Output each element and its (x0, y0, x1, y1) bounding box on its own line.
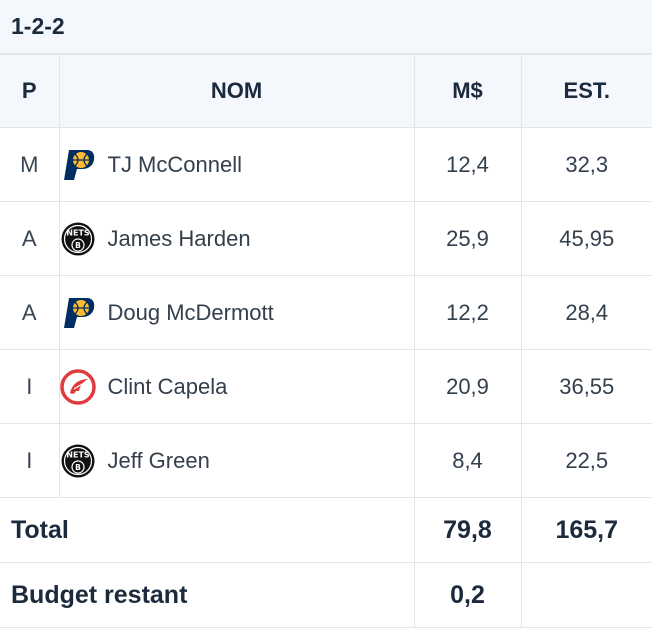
player-position: M (0, 127, 60, 202)
total-salary: 79,8 (413, 497, 522, 563)
player-name[interactable]: TJ McConnell (107, 151, 242, 177)
column-header-estimate[interactable]: EST. (520, 54, 652, 128)
player-position: A (0, 201, 60, 276)
player-name-cell[interactable]: Doug McDermott (58, 275, 415, 350)
nets-logo-icon (60, 221, 96, 257)
player-estimate: 28,4 (520, 275, 652, 350)
player-estimate: 36,55 (520, 349, 652, 424)
nets-logo-icon (60, 443, 96, 479)
total-estimate: 165,7 (520, 497, 652, 563)
player-name[interactable]: Doug McDermott (107, 299, 274, 325)
pacers-logo-icon (60, 147, 96, 183)
budget-row: Budget restant 0,2 (0, 562, 652, 628)
player-salary: 12,4 (413, 127, 522, 202)
budget-label: Budget restant (0, 562, 415, 628)
column-header-salary[interactable]: M$ (413, 54, 522, 128)
player-name-cell[interactable]: Clint Capela (58, 349, 415, 424)
column-header-pos[interactable]: P (0, 54, 60, 128)
budget-value: 0,2 (413, 562, 522, 628)
pacers-logo-icon (60, 295, 96, 331)
table-row[interactable]: I Clint Capela 20,9 36,55 (0, 349, 652, 424)
player-salary: 25,9 (413, 201, 522, 276)
player-name-cell[interactable]: James Harden (58, 201, 415, 276)
table-row[interactable]: A James Harden 25,9 45,95 (0, 201, 652, 276)
table-row[interactable]: A Doug McDermott 12,2 28,4 (0, 275, 652, 350)
player-estimate: 45,95 (520, 201, 652, 276)
table-row[interactable]: M TJ McConnell 12,4 32,3 (0, 127, 652, 202)
player-estimate: 32,3 (520, 127, 652, 202)
player-salary: 12,2 (413, 275, 522, 350)
player-estimate: 22,5 (520, 423, 652, 498)
totals-row: Total 79,8 165,7 (0, 497, 652, 563)
table-header-row: P NOM M$ EST. (0, 54, 652, 128)
player-name-cell[interactable]: TJ McConnell (58, 127, 415, 202)
lineup-table: P NOM M$ EST. M TJ McConnell 12,4 32,3 A… (0, 54, 652, 628)
player-salary: 20,9 (413, 349, 522, 424)
player-position: A (0, 275, 60, 350)
totals-label: Total (0, 497, 415, 563)
formation-title: 1-2-2 (0, 0, 652, 54)
player-name[interactable]: Clint Capela (107, 373, 228, 399)
table-row[interactable]: I Jeff Green 8,4 22,5 (0, 423, 652, 498)
player-position: I (0, 349, 60, 424)
player-name-cell[interactable]: Jeff Green (58, 423, 415, 498)
player-name[interactable]: Jeff Green (107, 447, 210, 473)
budget-empty-cell (520, 562, 652, 628)
player-position: I (0, 423, 60, 498)
player-name[interactable]: James Harden (107, 225, 251, 251)
hawks-logo-icon (60, 369, 96, 405)
player-salary: 8,4 (413, 423, 522, 498)
column-header-name[interactable]: NOM (58, 54, 415, 128)
